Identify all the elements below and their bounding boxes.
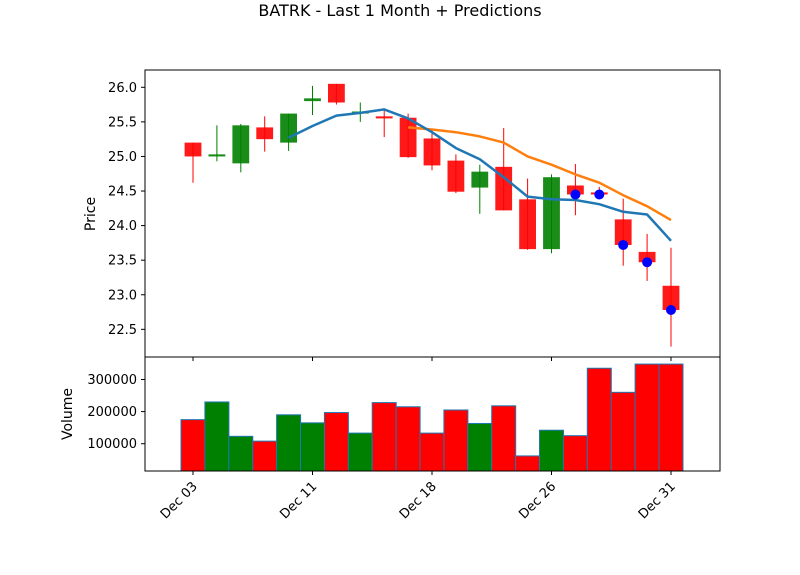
x-tick-label: Dec 31 (636, 479, 679, 522)
volume-panel: 100000 200000 300000 (87, 356, 721, 472)
x-tick-label: Dec 26 (516, 479, 559, 522)
volume-bar (300, 422, 325, 472)
volume-bar (228, 435, 254, 472)
volume-bar (323, 412, 349, 472)
candle-body (256, 127, 274, 140)
price-tick-label: 23.0 (108, 288, 137, 303)
candle-body (328, 83, 345, 103)
volume-bar (180, 419, 206, 472)
volume-bar (276, 414, 302, 472)
candle-body (399, 117, 417, 158)
prediction-marker (618, 239, 629, 250)
price-tick-label: 26.0 (108, 81, 137, 96)
candle-body (662, 285, 680, 310)
volume-bar (658, 363, 684, 472)
volume-bar (467, 422, 493, 472)
candle-body (304, 98, 321, 102)
candle-body (184, 142, 202, 157)
x-tick-label: Dec 18 (397, 479, 440, 522)
ma-line-blue (288, 108, 672, 242)
volume-bar (586, 367, 612, 472)
price-tick-label: 25.0 (108, 150, 137, 165)
price-tick-label: 23.5 (108, 254, 137, 269)
candle-body (495, 166, 513, 211)
volume-bar (539, 429, 564, 472)
price-tick-label: 22.5 (108, 323, 137, 338)
x-tick-label: Dec 11 (277, 479, 320, 522)
candle-body (423, 138, 441, 166)
price-axis-label: Price (83, 197, 99, 231)
volume-bar (515, 455, 541, 472)
volume-tick-label: 100000 (87, 437, 137, 452)
prediction-marker (594, 189, 605, 200)
volume-bar (443, 409, 469, 472)
candle-body (208, 154, 226, 157)
volume-bar (347, 432, 373, 472)
candle-body (447, 160, 465, 192)
volume-tick-label: 200000 (87, 405, 137, 420)
prediction-marker (570, 189, 581, 200)
ma-line-orange (407, 126, 672, 222)
price-tick-label: 24.0 (108, 219, 137, 234)
price-panel: 22.5 23.0 23.5 24.0 24.5 25.0 25.5 26.0 (108, 69, 721, 358)
candle-body (614, 219, 632, 245)
volume-bar (252, 440, 278, 472)
candle-body (471, 171, 489, 188)
candle-body (519, 199, 536, 250)
price-tick-label: 24.5 (108, 185, 137, 200)
volume-bar (610, 391, 636, 472)
volume-bar (419, 432, 445, 472)
candle-body (543, 177, 560, 250)
volume-tick-label: 300000 (87, 373, 137, 388)
candle-body (280, 113, 297, 143)
volume-bar (371, 402, 397, 472)
prediction-marker (642, 257, 653, 268)
prediction-marker (666, 304, 676, 315)
chart-title: BATRK - Last 1 Month + Predictions (258, 1, 541, 20)
volume-axis-label: Volume (60, 388, 76, 440)
x-tick-label: Dec 03 (158, 479, 201, 522)
volume-bar (634, 363, 660, 472)
volume-bar (395, 406, 421, 472)
price-tick-label: 25.5 (108, 115, 137, 130)
candle-body (232, 125, 250, 164)
candle-body (638, 251, 656, 263)
candle-body (375, 116, 393, 119)
volume-bar (204, 401, 230, 472)
volume-bar (491, 405, 517, 472)
volume-bar (562, 435, 588, 472)
